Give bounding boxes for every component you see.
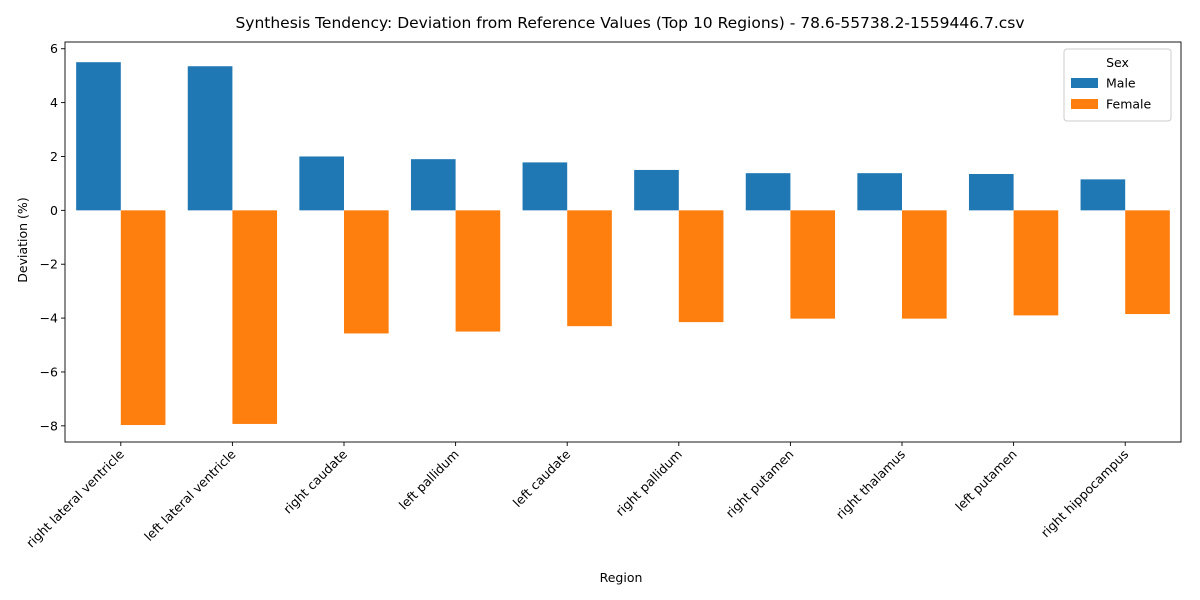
legend-title: Sex: [1106, 55, 1129, 70]
x-tick-label: left caudate: [510, 446, 574, 510]
x-axis-label: Region: [600, 570, 643, 585]
bar-male-4: [522, 162, 568, 211]
bar-female-5: [678, 210, 724, 323]
x-tick-label: left putamen: [952, 447, 1019, 514]
bar-female-1: [232, 210, 278, 424]
bar-female-6: [790, 210, 836, 319]
bar-male-9: [1080, 179, 1126, 211]
bar-male-0: [76, 62, 121, 211]
x-tick-label: right thalamus: [833, 447, 908, 522]
legend-swatch-female: [1071, 99, 1098, 109]
x-tick-label: left lateral ventricle: [141, 446, 239, 544]
bar-female-4: [567, 210, 612, 327]
x-tick-label: right putamen: [723, 447, 797, 521]
x-tick-label: right lateral ventricle: [23, 446, 127, 550]
legend-label-female: Female: [1106, 97, 1152, 112]
y-tick-label: 0: [50, 203, 58, 218]
x-tick-label: right caudate: [280, 446, 350, 516]
y-tick-label: 4: [50, 95, 58, 110]
legend-label-male: Male: [1106, 76, 1136, 91]
bar-female-2: [344, 210, 389, 334]
y-tick-label: −6: [40, 364, 58, 379]
bar-female-7: [902, 210, 947, 319]
x-tick-label: right hippocampus: [1038, 447, 1132, 541]
bar-male-3: [410, 159, 456, 211]
y-tick-label: 6: [50, 41, 58, 56]
bar-female-3: [455, 210, 501, 332]
bar-male-5: [634, 169, 679, 211]
y-axis-label: Deviation (%): [15, 197, 30, 282]
x-tick-label: right pallidum: [613, 447, 685, 519]
bar-male-8: [968, 173, 1014, 211]
chart-title: Synthesis Tendency: Deviation from Refer…: [235, 14, 1024, 32]
y-tick-label: −2: [40, 257, 58, 272]
legend-swatch-male: [1071, 78, 1098, 88]
plot-frame: [64, 41, 1182, 443]
bar-female-9: [1125, 210, 1170, 315]
y-tick-label: 2: [50, 149, 58, 164]
bar-male-7: [857, 173, 902, 211]
bar-female-0: [120, 210, 166, 426]
x-tick-label: left pallidum: [396, 447, 462, 513]
bar-female-8: [1013, 210, 1059, 316]
y-tick-label: −8: [40, 418, 58, 433]
bar-male-6: [745, 173, 791, 211]
bar-male-2: [299, 156, 344, 211]
legend: Sex Male Female: [1063, 48, 1172, 122]
bar-male-1: [187, 66, 233, 211]
y-tick-label: −4: [40, 311, 58, 326]
